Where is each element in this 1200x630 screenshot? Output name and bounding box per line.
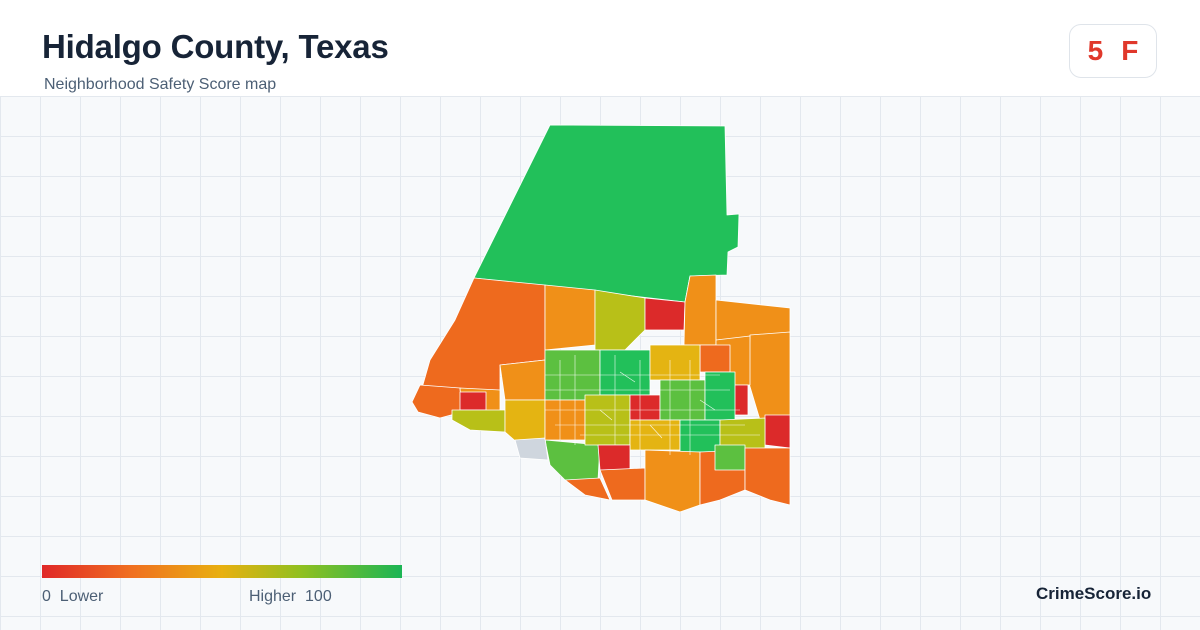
region-ne-3 [764,414,791,449]
region-central-8 [704,371,736,421]
legend-max-label: Higher 100 [249,588,332,606]
region-central-7 [659,379,706,421]
region-nc-3 [644,297,686,331]
region-central-5 [584,394,631,446]
region-nc-4 [683,274,717,346]
county-regions [411,124,791,513]
legend-higher-text: Higher [249,588,297,605]
region-ne-2 [747,331,791,421]
region-west-1 [499,359,546,401]
region-central-4 [544,399,586,441]
region-central-12 [597,444,631,471]
region-west-4 [459,391,487,411]
legend-lower-text: Lower [59,588,104,605]
region-west-5 [451,409,506,433]
region-south-2 [644,449,701,513]
brand-logo-text[interactable]: CrimeScore.io [1036,584,1152,603]
region-central-6 [629,394,661,421]
legend-max-value: 100 [305,588,332,605]
score-badge: 5 F [1069,24,1157,78]
region-sw-1 [544,439,601,481]
legend-min-label: 0 Lower [42,588,103,606]
region-ne-6 [699,344,731,373]
legend-min-value: 0 [42,588,51,605]
region-south-5 [744,447,791,506]
page-title: Hidalgo County, Texas [42,28,389,65]
region-sw-2 [564,477,611,501]
region-nc-1 [544,284,596,351]
region-nc-2 [594,289,646,351]
score-value: 5 [1087,35,1104,66]
page-subtitle: Neighborhood Safety Score map [44,76,277,93]
legend-color-scale [42,565,402,578]
region-central-2 [599,349,651,396]
region-south-4 [714,444,746,471]
header [0,0,1200,97]
score-grade: F [1121,35,1139,66]
tract-boundaries [545,355,760,455]
water-body [514,437,549,461]
